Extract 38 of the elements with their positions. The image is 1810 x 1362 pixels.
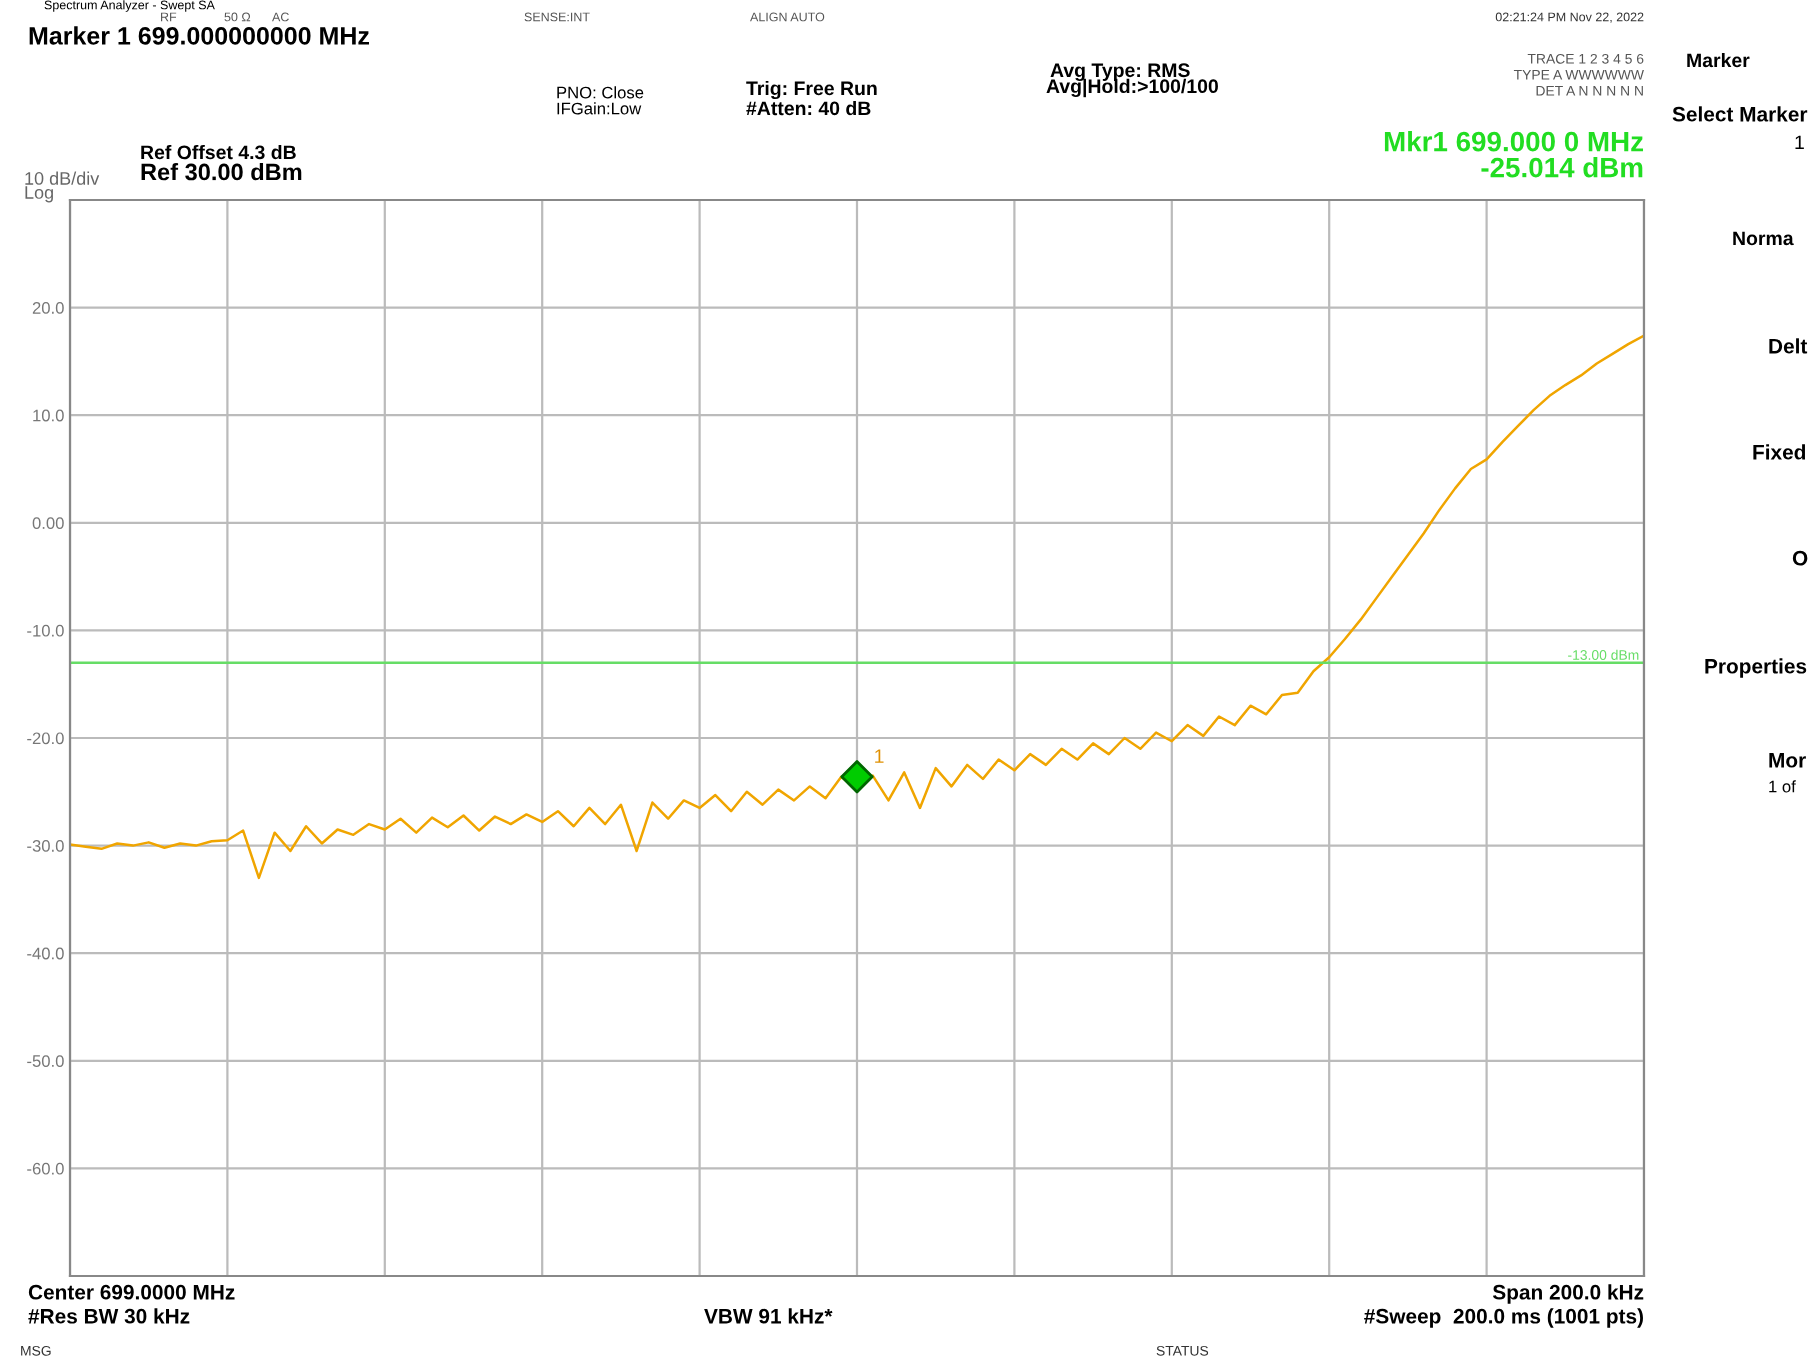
text: #Res BW 30 kHz <box>28 1308 190 1324</box>
text: Span 200.0 kHz <box>1492 1284 1644 1304</box>
text: #Sweep 200.0 ms (1001 pts) <box>1364 1308 1643 1328</box>
y-tick-label: -40.0 <box>27 947 64 960</box>
text: Mkr1 699.000 0 MHz <box>1384 131 1644 152</box>
y-tick-label: -50.0 <box>27 1055 64 1067</box>
text: Mor <box>1769 753 1806 768</box>
text: 10 dB/div <box>25 171 100 185</box>
text: O <box>1792 550 1808 566</box>
text: Ref Offset 4.3 dB <box>141 144 296 160</box>
y-tick-label: -10.0 <box>27 624 64 637</box>
text: Marker <box>1687 52 1750 68</box>
text: Delt <box>1769 338 1808 354</box>
text: Properties <box>1705 658 1807 678</box>
y-tick-label: -30.0 <box>27 840 64 852</box>
series-label: 1 <box>875 749 884 763</box>
text: PNO: Close <box>557 86 644 99</box>
text: 1 <box>1795 135 1804 150</box>
text: 1 of <box>1769 780 1796 793</box>
text: Trig: Free Run <box>746 80 877 100</box>
text: VBW 91 kHz* <box>704 1308 833 1324</box>
text: IFGain:Low <box>557 102 642 115</box>
text: Center 699.0000 MHz <box>28 1284 235 1300</box>
y-tick-label: 10.0 <box>33 409 64 422</box>
chart-title: Marker 1 699.000000000 MHz <box>29 26 369 45</box>
y-tick-label: 20.0 <box>32 302 64 314</box>
line-series <box>70 334 1644 880</box>
text: Avg|Hold:>100/100 <box>1046 78 1218 98</box>
y-tick-label: -60.0 <box>27 1162 64 1175</box>
text: -25.014 dBm <box>1481 157 1643 178</box>
y-tick-label: 0.00 <box>32 517 64 529</box>
text: Log <box>25 186 53 203</box>
text: Ref 30.00 dBm <box>141 162 302 181</box>
text: Select Marker <box>1672 106 1808 122</box>
text: Fixed <box>1753 444 1806 460</box>
text: #Atten: 40 dB <box>746 100 871 116</box>
y-tick-label: -20.0 <box>27 732 64 745</box>
text: Norma <box>1733 231 1794 246</box>
